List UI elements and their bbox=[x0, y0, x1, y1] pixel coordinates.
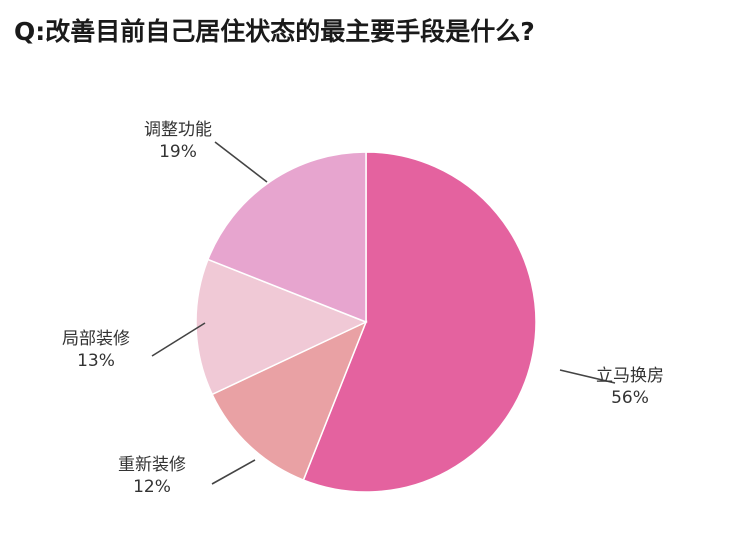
pie-slice-3 bbox=[195, 258, 368, 396]
leader-line-3 bbox=[151, 322, 206, 357]
leader-lines bbox=[151, 141, 616, 485]
slice-value-label-1: 56% bbox=[611, 388, 649, 408]
pie-slice-4 bbox=[206, 151, 367, 324]
slice-label-2: 重新装修 bbox=[118, 455, 186, 475]
slice-label-4: 调整功能 bbox=[144, 120, 212, 140]
slice-label-1: 立马换房 bbox=[596, 366, 664, 386]
chart-title: Q:改善目前自己居住状态的最主要手段是什么? bbox=[14, 17, 535, 46]
leader-line-2 bbox=[211, 459, 256, 485]
slice-value-label-2: 12% bbox=[133, 477, 171, 497]
slice-value-label-4: 19% bbox=[159, 142, 197, 162]
slice-value-label-3: 13% bbox=[77, 351, 115, 371]
pie-slice-2 bbox=[211, 320, 368, 482]
pie-slices bbox=[195, 151, 537, 493]
pie-slice-1 bbox=[302, 151, 537, 493]
leader-line-4 bbox=[214, 141, 268, 183]
leader-line-1 bbox=[559, 369, 616, 384]
slice-label-3: 局部装修 bbox=[62, 329, 130, 349]
